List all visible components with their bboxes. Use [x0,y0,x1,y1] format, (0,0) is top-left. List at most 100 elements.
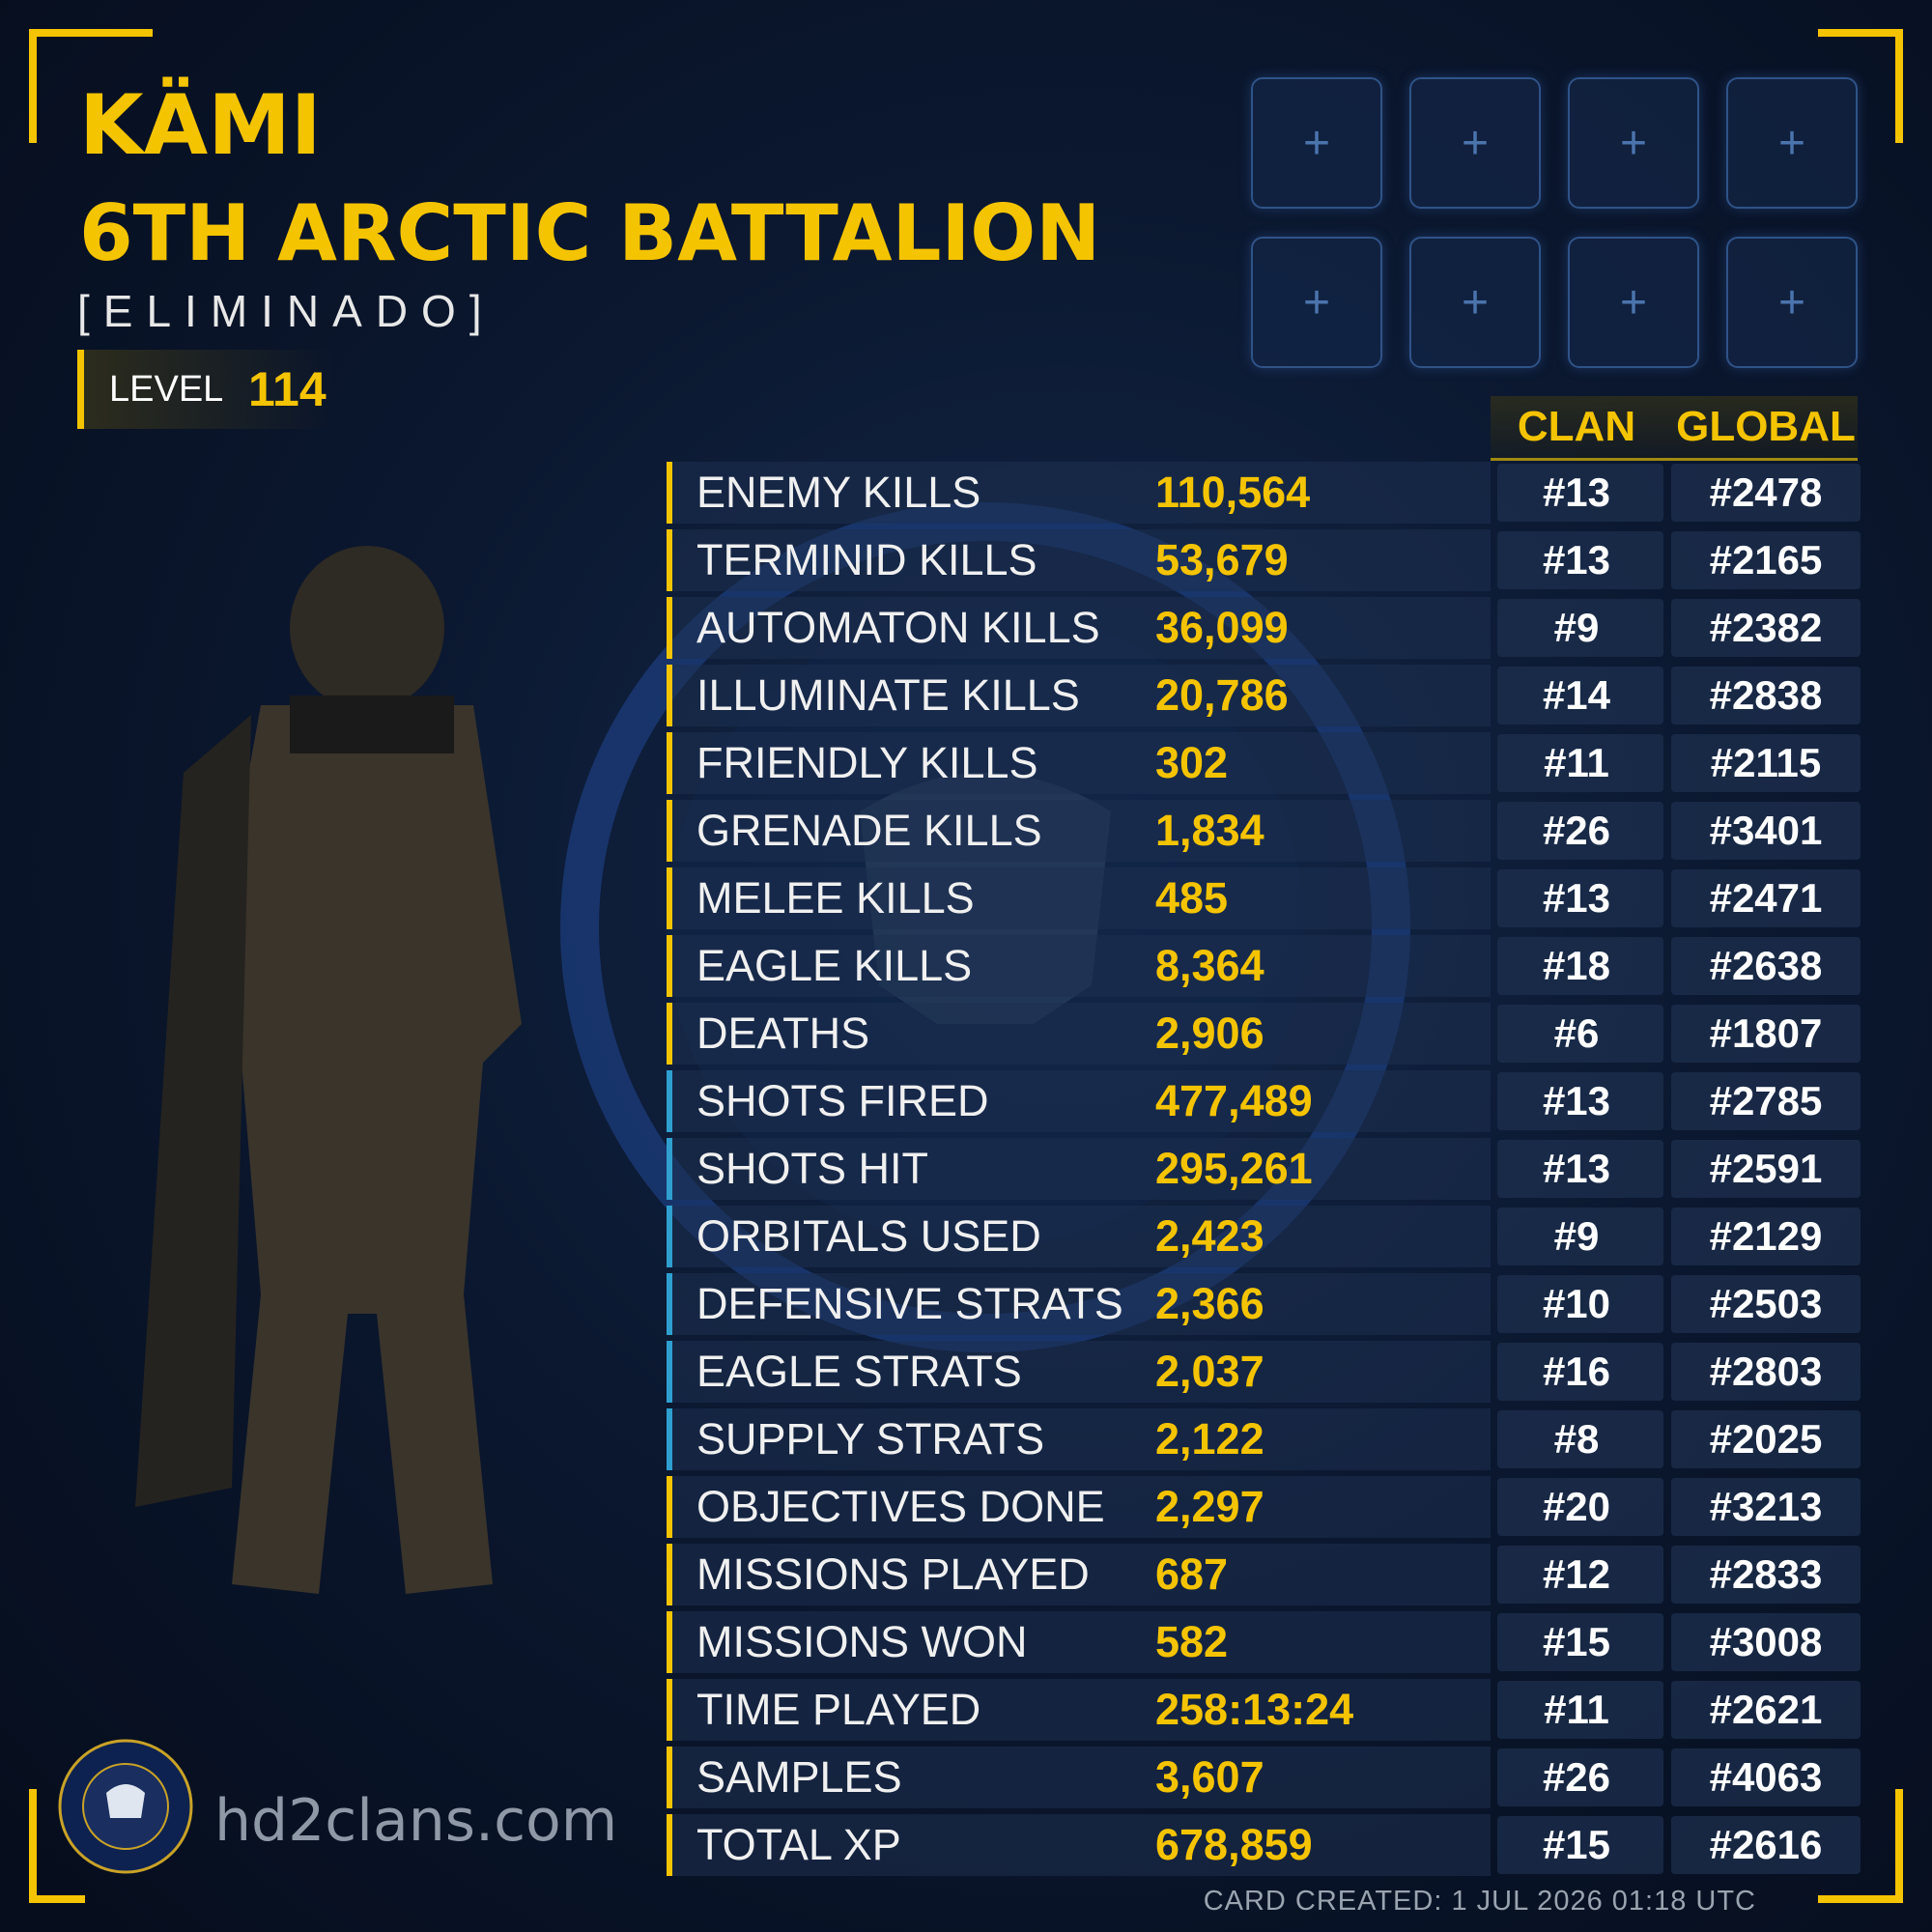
global-rank: #2803 [1709,1349,1823,1394]
corner-bracket [29,1789,85,1903]
stat-value: 477,489 [1155,1076,1313,1125]
row-accent [667,1814,672,1876]
row-background [671,800,1491,862]
row-accent [667,529,672,591]
stat-label: ORBITALS USED [696,1211,1041,1261]
row-background [671,1138,1491,1200]
stat-label: DEATHS [696,1009,870,1058]
row-accent [667,597,672,659]
stat-label: SUPPLY STRATS [696,1414,1045,1463]
clan-rank: #20 [1542,1484,1611,1529]
global-rank: #2616 [1709,1822,1823,1867]
stat-value: 302 [1155,738,1229,787]
empty-slot: + [1726,237,1858,368]
card-created: CARD CREATED: 1 JUL 2026 01:18 UTC [1203,1886,1756,1917]
rank-cell [1671,464,1861,522]
rank-cell [1497,1275,1663,1333]
stat-value: 110,564 [1155,468,1311,517]
rank-cell [1497,1005,1663,1063]
empty-slot: + [1409,77,1541,209]
row-accent [667,1611,672,1673]
column-header-bar [1491,396,1858,461]
rank-cell [1497,1343,1663,1401]
stat-label: SHOTS FIRED [696,1076,989,1125]
alliance-badge [58,1739,193,1874]
row-background [671,1747,1491,1808]
global-rank: #3401 [1709,808,1823,853]
rank-cell [1671,1072,1861,1130]
row-background [671,665,1491,726]
row-accent [667,1408,672,1470]
clan-rank: #10 [1542,1281,1611,1326]
row-background [671,1679,1491,1741]
stat-label: TIME PLAYED [696,1685,981,1734]
row-accent [667,1206,672,1267]
rank-cell [1671,734,1861,792]
rank-cell [1497,1546,1663,1604]
rank-cell [1497,1410,1663,1468]
stat-value: 2,037 [1155,1347,1264,1396]
stat-value: 582 [1155,1617,1229,1666]
stat-label: EAGLE KILLS [696,941,973,990]
clan-rank: #18 [1542,943,1611,988]
clan-rank: #12 [1542,1551,1611,1597]
rank-cell [1671,1343,1861,1401]
clan-rank: #13 [1542,469,1611,515]
empty-slot: + [1251,77,1382,209]
row-background [671,1544,1491,1605]
stat-value: 1,834 [1155,806,1264,855]
row-accent [667,462,672,524]
row-accent [667,1341,672,1403]
rank-cell [1671,802,1861,860]
row-background [671,1273,1491,1335]
site-name: hd2clans.com [214,1787,618,1855]
row-accent [667,1476,672,1538]
rank-cell [1671,1681,1861,1739]
level-box: LEVEL 114 [77,350,335,429]
player-tag: [ELIMINADO] [77,286,496,336]
stat-value: 2,366 [1155,1279,1264,1328]
global-rank: #4063 [1709,1754,1823,1800]
stat-value: 36,099 [1155,603,1289,652]
player-name: KÄMI [79,77,322,174]
row-background [671,867,1491,929]
global-rank: #2129 [1709,1213,1823,1259]
clan-rank: #16 [1542,1349,1611,1394]
column-header: CLAN [1517,403,1636,450]
global-rank: #2165 [1709,537,1823,582]
empty-slot: + [1568,77,1699,209]
stat-label: MELEE KILLS [696,873,975,923]
stat-value: 258:13:24 [1155,1685,1354,1734]
global-rank: #2785 [1709,1078,1823,1123]
rank-cell [1671,869,1861,927]
clan-name: 6TH ARCTIC BATTALION [79,188,1101,278]
stat-label: FRIENDLY KILLS [696,738,1038,787]
row-accent [667,1273,672,1335]
row-accent [667,935,672,997]
stat-value: 8,364 [1155,941,1264,990]
row-accent [667,867,672,929]
global-rank: #2478 [1709,469,1823,515]
stat-value: 2,906 [1155,1009,1264,1058]
global-rank: #2591 [1709,1146,1823,1191]
row-accent [667,1679,672,1741]
stat-label: TOTAL XP [696,1820,901,1869]
rank-cell [1671,667,1861,724]
rank-cell [1671,1140,1861,1198]
rank-cell [1671,937,1861,995]
stat-label: OBJECTIVES DONE [696,1482,1105,1531]
rank-cell [1497,599,1663,657]
row-background [671,1408,1491,1470]
rank-cell [1497,802,1663,860]
rank-cell [1497,869,1663,927]
rank-cell [1671,1546,1861,1604]
rank-cell [1671,1410,1861,1468]
clan-rank: #13 [1542,537,1611,582]
rank-cell [1497,667,1663,724]
row-background [671,732,1491,794]
rank-cell [1497,1072,1663,1130]
clan-rank: #26 [1542,1754,1611,1800]
corner-bracket [1818,29,1903,143]
stat-value: 2,122 [1155,1414,1264,1463]
global-rank: #2471 [1709,875,1823,921]
